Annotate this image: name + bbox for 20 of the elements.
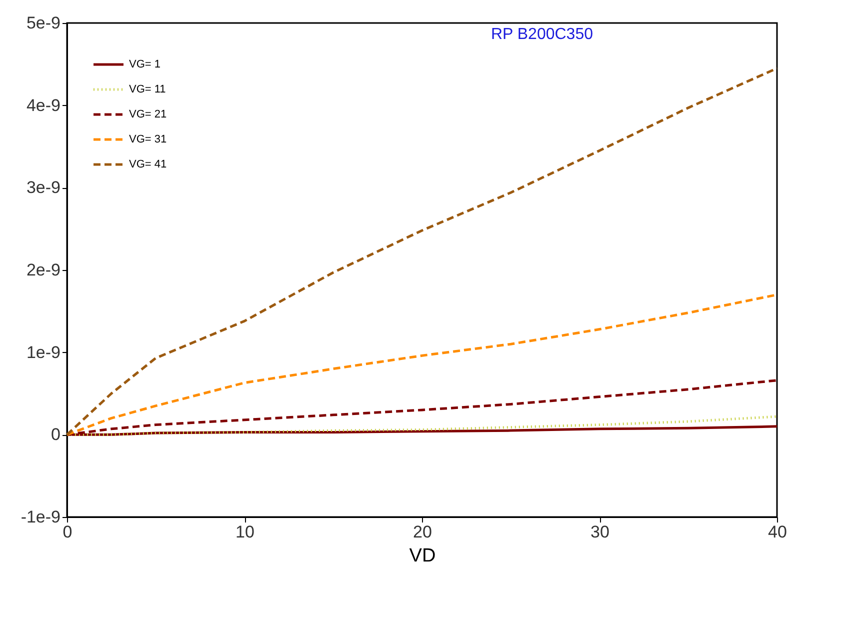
line-series [66, 67, 778, 436]
y-tick-label: 0 [51, 425, 60, 444]
y-tick-label: 5e-9 [26, 14, 60, 32]
x-tick-label: 0 [62, 522, 72, 542]
y-tick-label: 1e-9 [26, 342, 60, 362]
x-tick-label: 20 [413, 522, 432, 542]
x-tick-label: 10 [236, 522, 254, 542]
legend-label: VG= 1 [129, 58, 160, 70]
x-tick-label: 40 [768, 522, 787, 542]
y-tick-label: 3e-9 [26, 178, 60, 198]
y-tick-label: 4e-9 [26, 96, 60, 115]
legend-label: VG= 21 [129, 108, 167, 120]
legend-label: VG= 31 [129, 134, 167, 146]
legend-label: VG= 41 [129, 158, 167, 170]
chart-title: RP B200C350 [491, 26, 594, 43]
legend-label: VG= 11 [129, 84, 166, 96]
x-axis-title: VD [409, 546, 436, 566]
y-tick-label: 2e-9 [26, 260, 60, 280]
x-tick-label: 30 [590, 522, 610, 542]
y-tick-label: -1e-9 [20, 508, 60, 526]
